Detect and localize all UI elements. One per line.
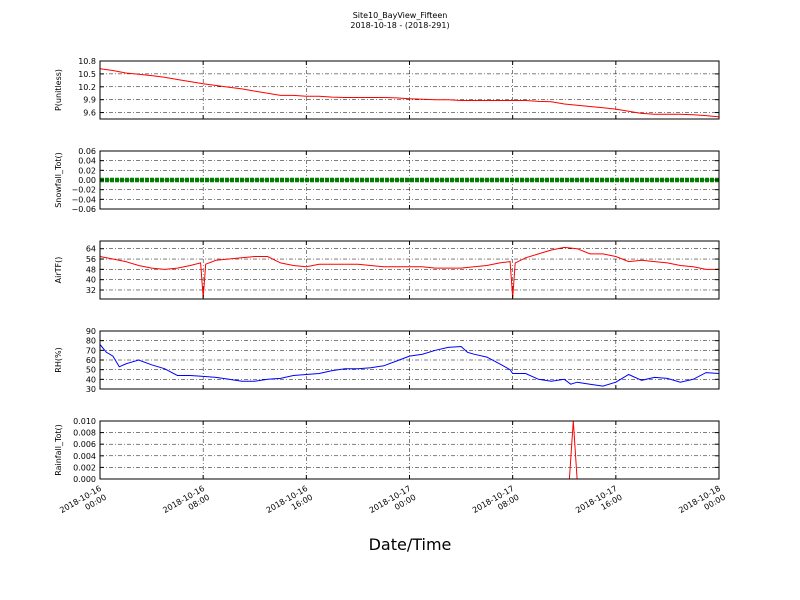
y-axis-label: RH(%) <box>54 347 63 372</box>
y-tick-label: 32 <box>86 286 96 295</box>
y-tick-label: 10.5 <box>78 70 96 79</box>
y-tick-label: 10.2 <box>78 83 96 92</box>
figure-title: Site10_BayView_Fifteen <box>352 11 448 20</box>
x-tick-label: 2018-10-1700:00 <box>368 484 418 524</box>
y-tick-label: 90 <box>86 327 96 336</box>
x-tick-label: 2018-10-1616:00 <box>265 484 315 524</box>
y-tick-label: −0.02 <box>71 186 96 195</box>
x-tick-label: 2018-10-1716:00 <box>574 484 624 524</box>
y-tick-label: 80 <box>86 337 96 346</box>
y-axis-label: AirTF() <box>54 257 63 284</box>
y-axis-label: Snowfall_Tot() <box>54 152 63 208</box>
y-tick-label: 70 <box>86 346 96 355</box>
chart-panel-2: 0.060.040.020.00−0.02−0.04−0.06 Snowfall_… <box>54 147 720 214</box>
x-tick-labels: 2018-10-1600:00 2018-10-1608:00 2018-10-16… <box>58 484 727 524</box>
y-tick-label: 48 <box>86 265 96 274</box>
y-tick-label: 0.002 <box>73 463 96 472</box>
y-tick-label: −0.04 <box>71 195 96 204</box>
x-tick-label: 2018-10-1800:00 <box>677 484 727 524</box>
y-tick-label: 0.02 <box>78 166 96 175</box>
y-axis-label: Rainfall_Tot() <box>54 424 63 476</box>
series-line-3 <box>99 246 719 298</box>
figure-subtitle: 2018-10-18 - (2018-291) <box>350 21 450 30</box>
series-line-4 <box>99 344 720 387</box>
x-tick-label: 2018-10-1708:00 <box>471 484 521 524</box>
y-tick-label: 0.010 <box>73 417 96 426</box>
y-tick-label: 56 <box>86 255 96 264</box>
y-tick-label: 0.006 <box>73 440 96 449</box>
y-tick-label: 30 <box>86 385 96 394</box>
y-axis-label: P(unitless) <box>54 69 63 111</box>
y-tick-label: 0.00 <box>78 176 96 185</box>
y-tick-label: 0.04 <box>78 157 96 166</box>
y-tick-label: 0.06 <box>78 147 96 156</box>
y-tick-label: 40 <box>86 276 96 285</box>
y-tick-label: 10.8 <box>78 57 96 66</box>
x-tick-label: 2018-10-1608:00 <box>161 484 211 524</box>
chart-panel-5: 0.010 0.008 0.006 0.004 0.002 0.000 Rainfall_T… <box>54 417 720 484</box>
y-tick-label: 50 <box>86 366 96 375</box>
y-tick-label: 0.004 <box>73 452 96 461</box>
y-tick-label: 9.9 <box>83 96 96 105</box>
y-tick-label: 64 <box>86 245 96 254</box>
y-tick-label: 0.000 <box>73 475 96 484</box>
chart-panel-1: 10.8 10.5 10.2 9.9 9.6 P(unitless) <box>54 57 720 120</box>
y-tick-label: 40 <box>86 375 96 384</box>
y-tick-label: −0.06 <box>71 205 96 214</box>
series-line-1 <box>99 68 720 118</box>
x-axis-label: Date/Time <box>368 535 452 554</box>
y-tick-label: 60 <box>86 356 96 365</box>
y-tick-label: 9.6 <box>83 109 96 118</box>
x-tick-label: 2018-10-1600:00 <box>58 484 108 524</box>
y-tick-label: 0.008 <box>73 429 96 438</box>
